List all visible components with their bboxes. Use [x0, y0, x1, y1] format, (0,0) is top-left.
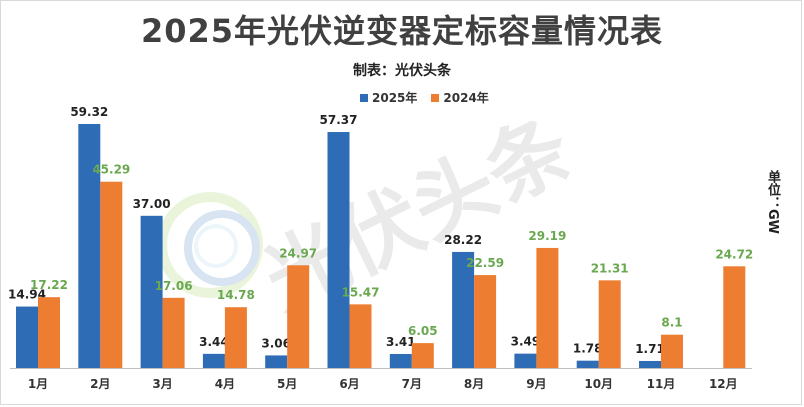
legend-item-2024: 2024年 — [431, 89, 489, 106]
data-label-2025-6: 57.37 — [320, 113, 358, 127]
data-label-2025-11: 1.71 — [635, 342, 665, 356]
bar-2024-12 — [723, 266, 746, 368]
chart-title: 2025年光伏逆变器定标容量情况表 — [140, 12, 664, 50]
data-label-2024-12: 24.72 — [715, 247, 753, 261]
bar-2024-8 — [474, 275, 497, 368]
x-tick-label: 11月 — [647, 377, 676, 391]
bar-2025-5 — [265, 355, 288, 368]
chart-subtitle: 制表：光伏头条 — [353, 63, 451, 79]
bar-2024-5 — [287, 265, 310, 368]
data-label-2024-2: 45.29 — [92, 163, 130, 177]
bar-2025-2 — [78, 124, 101, 368]
bar-2024-9 — [536, 247, 559, 368]
x-tick-label: 12月 — [709, 377, 738, 391]
bar-2024-11 — [661, 334, 683, 368]
bar-2024-10 — [598, 280, 621, 368]
x-tick-label: 7月 — [402, 377, 422, 391]
bar-2025-8 — [452, 251, 475, 368]
data-label-2025-4: 3.44 — [199, 335, 229, 349]
data-label-2025-2: 59.32 — [70, 105, 108, 119]
data-label-2025-3: 37.00 — [133, 197, 171, 211]
data-label-2025-10: 1.78 — [573, 342, 603, 356]
bar-2024-1 — [38, 297, 60, 368]
legend-label-2024: 2024年 — [443, 91, 489, 105]
x-tick-label: 3月 — [152, 377, 172, 391]
bar-2024-3 — [162, 297, 185, 368]
data-label-2025-7: 3.41 — [386, 335, 416, 349]
legend-label-2025: 2025年 — [372, 91, 418, 105]
x-tick-label: 2月 — [90, 377, 110, 391]
unit-label: 单位：GW — [765, 170, 780, 235]
bar-2025-9 — [514, 353, 537, 368]
bar-2025-3 — [140, 215, 163, 368]
bar-2025-4 — [202, 353, 225, 368]
legend-swatch-2025 — [360, 93, 368, 102]
bar-2025-10 — [576, 360, 599, 368]
data-label-2024-7: 6.05 — [408, 324, 438, 338]
legend-swatch-2024 — [431, 93, 440, 102]
x-tick-label: 9月 — [526, 377, 546, 391]
bar-2024-6 — [349, 304, 372, 368]
x-tick-label: 1月 — [28, 377, 48, 391]
data-label-2024-10: 21.31 — [591, 261, 629, 275]
data-label-2024-3: 17.06 — [155, 279, 193, 293]
data-label-2024-4: 14.78 — [217, 288, 255, 302]
bar-2025-6 — [327, 132, 350, 368]
x-tick-label: 5月 — [277, 377, 297, 391]
bar-2025-7 — [389, 353, 412, 368]
data-label-2025-8: 28.22 — [444, 233, 482, 247]
data-label-2024-11: 8.1 — [661, 316, 682, 330]
bar-2025-11 — [639, 360, 661, 368]
x-tick-label: 4月 — [215, 377, 235, 391]
data-label-2024-1: 17.22 — [30, 278, 68, 292]
data-label-2024-6: 15.47 — [342, 285, 380, 299]
data-label-2024-9: 29.19 — [528, 229, 566, 243]
data-label-2025-5: 3.06 — [261, 336, 291, 350]
data-label-2025-1: 14.94 — [8, 288, 46, 302]
x-tick-label: 10月 — [584, 377, 613, 391]
bar-2024-7 — [411, 343, 434, 368]
data-label-2024-5: 24.97 — [279, 246, 317, 260]
data-label-2024-8: 22.59 — [466, 256, 504, 270]
x-tick-label: 6月 — [339, 377, 359, 391]
legend-item-2025: 2025年 — [360, 89, 417, 106]
bar-2024-4 — [224, 307, 247, 368]
x-tick-label: 8月 — [464, 377, 484, 391]
bar-2024-2 — [100, 181, 123, 368]
data-label-2025-9: 3.49 — [511, 335, 541, 349]
legend: 2025年 2024年 — [360, 89, 497, 106]
bar-2025-1 — [16, 306, 38, 368]
